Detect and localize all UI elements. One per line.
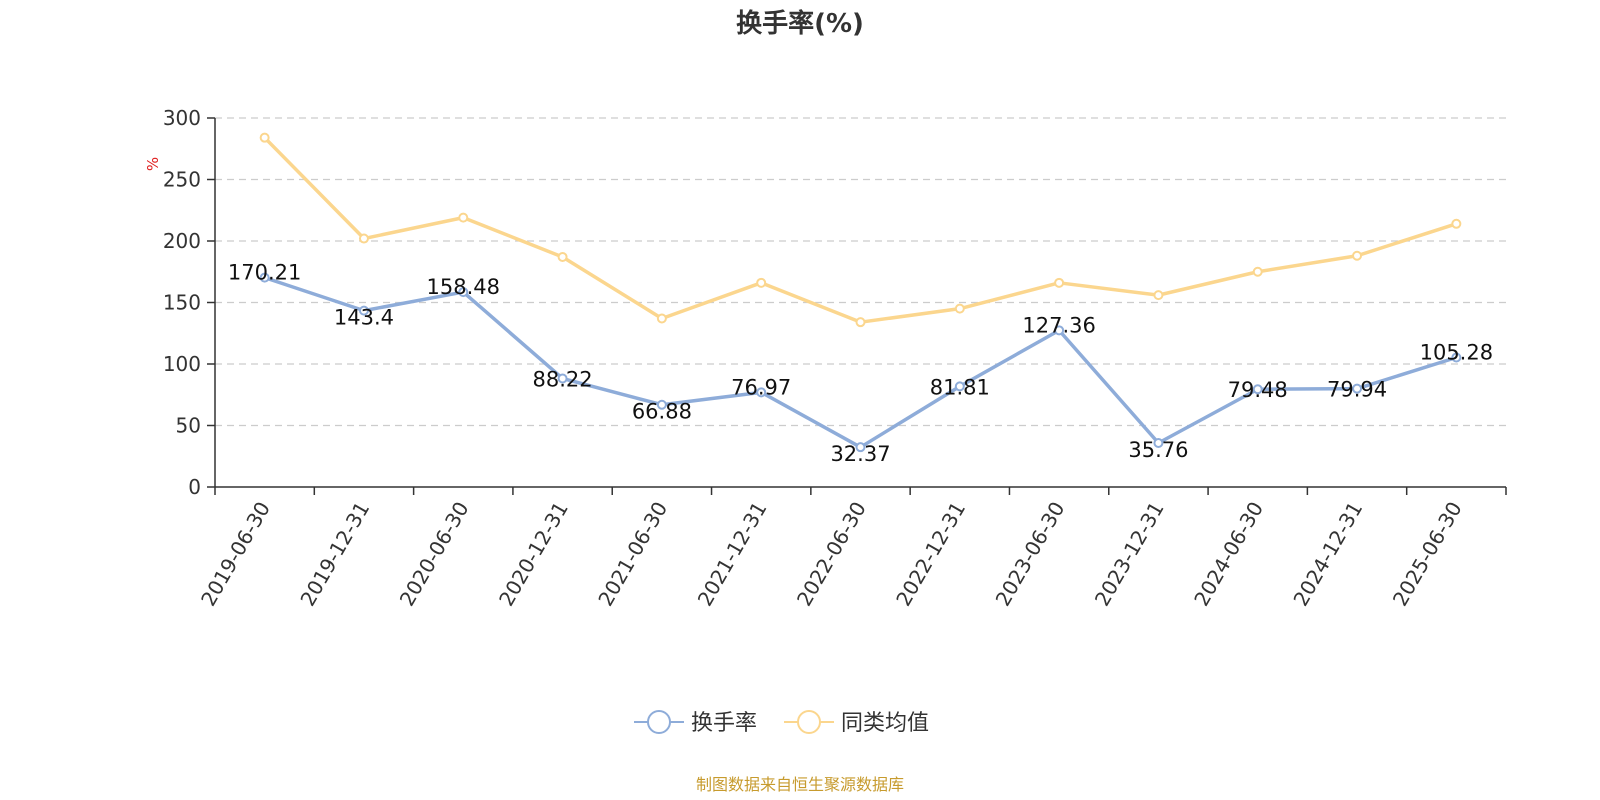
data-label: 81.81 (930, 375, 990, 399)
data-point (358, 233, 369, 244)
grid-lines (215, 117, 1506, 427)
data-label: 32.37 (830, 442, 890, 466)
x-tick-label: 2022-06-30 (792, 498, 871, 611)
data-point (1252, 384, 1263, 395)
data-point (1352, 250, 1363, 261)
data-point (756, 277, 767, 288)
y-tick-label: 250 (163, 168, 201, 192)
data-point (259, 132, 270, 143)
x-tick-label: 2022-12-31 (891, 497, 970, 610)
data-label: 76.97 (731, 375, 791, 399)
chart-title: 换手率(%) (736, 8, 864, 39)
data-point (557, 373, 568, 384)
data-point (1352, 383, 1363, 394)
data-point (458, 212, 469, 223)
y-tick-label: 0 (188, 475, 201, 499)
legend-item-1[interactable]: 换手率 (634, 710, 757, 736)
data-point (1153, 438, 1164, 449)
data-label: 158.48 (427, 275, 500, 299)
data-label: 105.28 (1420, 341, 1493, 365)
data-label: 127.36 (1022, 313, 1095, 337)
data-point (557, 251, 568, 262)
data-point (954, 381, 965, 392)
data-point (458, 287, 469, 298)
data-point (259, 272, 270, 283)
axes: 0 50 100 150 200 250 300 2019-06-30 2019-12-31 20… (163, 106, 1507, 611)
legend[interactable]: 换手率 同类均值 (634, 710, 929, 736)
legend-marker (797, 710, 821, 734)
x-tick-label: 2025-06-30 (1388, 498, 1467, 611)
x-tick-label: 2020-06-30 (395, 498, 474, 611)
data-label: 88.22 (533, 367, 593, 391)
data-label: 143.4 (334, 306, 394, 330)
data-label: 35.76 (1128, 438, 1188, 462)
data-point (855, 317, 866, 328)
y-tick-label: 300 (163, 106, 201, 130)
data-point (954, 303, 965, 314)
data-point (855, 442, 866, 453)
data-point (756, 387, 767, 398)
data-label: 66.88 (632, 400, 692, 424)
x-tick-label: 2023-12-31 (1090, 498, 1169, 611)
data-point (656, 399, 667, 410)
y-tick-label: 200 (163, 229, 201, 253)
y-tick-label: 150 (163, 291, 201, 315)
x-tick-label: 2023-06-30 (991, 498, 1070, 611)
data-point (1054, 325, 1065, 336)
x-tick-label: 2021-12-31 (693, 498, 772, 611)
data-labels: 170.21 143.4 158.48 88.22 66.88 76.97 32.37 81.… (228, 261, 1493, 467)
legend-label: 同类均值 (841, 711, 929, 736)
legend-item-2[interactable]: 同类均值 (784, 710, 929, 736)
data-label: 79.48 (1228, 378, 1288, 402)
data-point (1451, 218, 1462, 229)
y-tick-label: 100 (163, 352, 201, 376)
x-tick-label: 2024-12-31 (1288, 498, 1367, 611)
x-tick-label: 2021-06-30 (593, 498, 672, 611)
data-point (1153, 290, 1164, 301)
data-label: 79.94 (1327, 378, 1387, 402)
source-note: 制图数据来自恒生聚源数据库 (696, 775, 904, 794)
x-tick-label: 2020-12-31 (494, 498, 573, 611)
series-lines (259, 132, 1462, 453)
data-label: 170.21 (228, 261, 301, 285)
x-tick-label: 2019-06-30 (196, 498, 275, 611)
legend-marker (647, 710, 671, 734)
data-point (358, 305, 369, 316)
x-tick-label: 2019-12-31 (295, 498, 374, 611)
data-point (1054, 277, 1065, 288)
x-tick-label: 2024-06-30 (1189, 498, 1268, 611)
data-point (656, 313, 667, 324)
y-axis-unit-label: % (144, 157, 162, 171)
y-tick-label: 50 (176, 414, 201, 438)
legend-label: 换手率 (691, 711, 757, 736)
data-point (1451, 352, 1462, 363)
data-point (1252, 266, 1263, 277)
